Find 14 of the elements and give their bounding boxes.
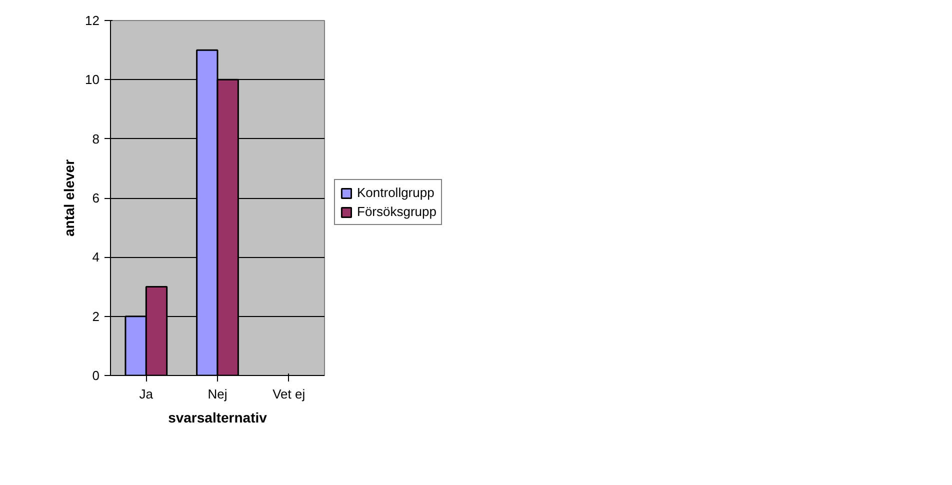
legend-label: Kontrollgrupp [357,185,434,200]
y-tick-label: 8 [92,131,100,146]
y-tick-label: 0 [92,368,100,383]
x-tick-label: Ja [139,386,154,402]
x-axis-title: svarsalternativ [168,410,268,426]
legend-label: Försöksgrupp [357,204,436,219]
x-tick-label: Nej [208,386,228,402]
y-tick-label: 6 [92,190,100,206]
y-tick-label: 2 [92,308,100,324]
y-tick-label: 10 [85,72,100,88]
x-tick-label: Vet ej [272,386,306,402]
y-axis-title: antal elever [61,158,78,237]
y-tick-label: 12 [85,13,100,28]
y-tick-label: 4 [92,250,100,265]
